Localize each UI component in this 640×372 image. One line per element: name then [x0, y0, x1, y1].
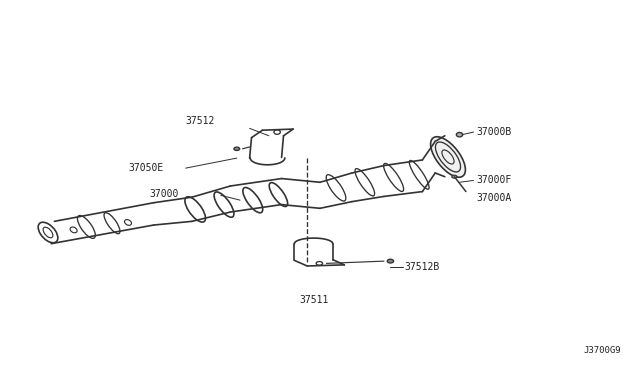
Text: 37000F: 37000F	[477, 176, 512, 185]
Text: 37000: 37000	[150, 189, 179, 199]
Text: 37050E: 37050E	[128, 163, 163, 173]
Ellipse shape	[452, 175, 457, 178]
Ellipse shape	[456, 132, 463, 137]
Text: 37512B: 37512B	[404, 262, 440, 272]
Ellipse shape	[234, 147, 240, 151]
Text: 37000B: 37000B	[477, 127, 512, 137]
Text: 37512: 37512	[185, 116, 214, 126]
Text: 37000A: 37000A	[477, 193, 512, 203]
Ellipse shape	[431, 137, 465, 177]
Text: J3700G9: J3700G9	[583, 346, 621, 355]
Ellipse shape	[387, 259, 394, 263]
Text: 37511: 37511	[299, 295, 328, 305]
Ellipse shape	[38, 222, 58, 243]
